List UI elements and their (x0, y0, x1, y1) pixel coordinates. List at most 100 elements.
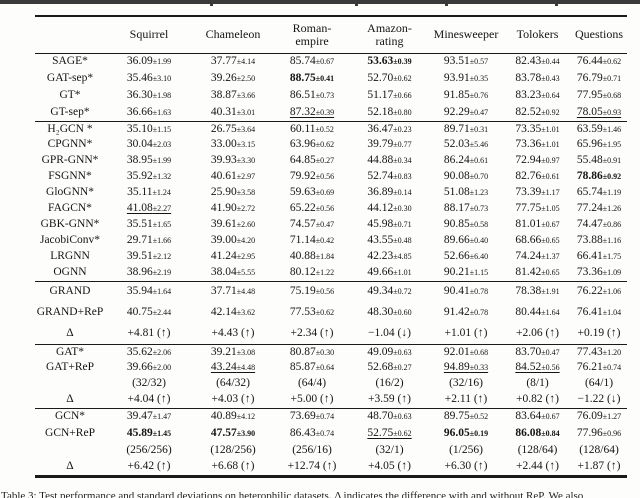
result-stddev: ±1.65 (152, 220, 172, 230)
result-stddev: ±3.01 (236, 107, 256, 117)
result-value: 36.47 (367, 122, 394, 135)
result-value: 39.61 (210, 218, 237, 231)
result-stddev: ±0.67 (315, 57, 335, 66)
result-cell: 35.51±1.65 (105, 217, 193, 233)
result-cell: 83.64±0.67 (504, 408, 571, 425)
result-cell: 52.66±6.40 (428, 249, 504, 265)
result-cell: 38.96±2.19 (105, 265, 193, 281)
model-label: GRAND (49, 285, 91, 297)
model-label: GAT* (55, 345, 85, 358)
result-cell: 76.41±1.04 (571, 302, 627, 323)
result-value: 60.11 (290, 122, 316, 135)
table-row: GAT* 35.62±2.06 39.21±3.08 80.87±0.30 49.09±… (35, 344, 627, 360)
model-label: GloGNN* (46, 186, 94, 199)
result-cell: 25.90±3.58 (193, 185, 273, 201)
result-cell: 38.95±1.99 (105, 153, 193, 169)
result-value: 41.24 (210, 250, 237, 263)
result-value: 96.05 (443, 426, 470, 439)
delta-cell: +2.34 (↑) (290, 326, 334, 339)
result-stddev: ±0.74 (315, 428, 335, 438)
result-value: 66.41 (576, 250, 603, 263)
result-stddev: ±3.90 (236, 428, 256, 438)
result-cell: 88.17±0.73 (428, 201, 504, 217)
result-cell: 92.01±0.68 (428, 344, 504, 360)
model-label: CPGNN* (47, 138, 93, 151)
column-header-questions: Questions (575, 27, 623, 42)
result-stddev: ±1.99 (152, 156, 172, 166)
result-value: 92.01 (443, 345, 470, 358)
table-row: JacobiConv* 29.71±1.66 39.00±4.20 71.14±0.4… (35, 233, 627, 249)
result-value: 39.26 (210, 71, 237, 84)
result-stddev: ±4.85 (393, 252, 412, 262)
result-stddev: ±0.96 (602, 428, 622, 438)
result-value: 39.51 (126, 250, 153, 263)
result-cell: 65.22±0.56 (273, 201, 351, 217)
result-cell: 59.63±0.69 (273, 185, 351, 201)
table-row: GloGNN* 35.11±1.24 25.90±3.58 59.63±0.69 36.… (35, 185, 627, 201)
result-stddev: ±0.80 (393, 107, 412, 117)
result-value: 49.34 (367, 285, 394, 297)
result-stddev: ±4.14 (236, 57, 256, 66)
ratio-cell: (256/256) (126, 443, 172, 456)
result-cell: 52.03±5.46 (428, 137, 504, 153)
result-value: 51.17 (367, 88, 394, 101)
result-value: 29.71 (126, 234, 153, 247)
result-cell: 49.66±1.01 (351, 265, 428, 281)
result-cell: 83.78±0.43 (504, 70, 571, 87)
result-value: 72.94 (515, 154, 542, 167)
result-value: 71.14 (289, 234, 316, 247)
ratio-cell: (32/1) (375, 443, 404, 456)
result-stddev: ±0.67 (541, 220, 560, 230)
table-block: SAGE* 36.09±1.99 37.77±4.14 85.74±0.67 53.63… (35, 53, 627, 121)
header-row: Squirrel Chameleon Roman- empire Amazon- ra… (35, 16, 627, 53)
model-label: GBK-GNN* (40, 218, 100, 231)
result-stddev: ±0.78 (469, 307, 489, 317)
result-value: 76.22 (576, 285, 603, 297)
table-row: GT-sep* 36.66±1.63 40.31±3.01 87.32±0.39 52.… (35, 104, 627, 121)
result-value: 36.89 (367, 186, 394, 199)
result-stddev: ±1.84 (315, 252, 335, 262)
delta-cell: +5.00 (↑) (290, 393, 334, 405)
result-stddev: ±3.58 (236, 188, 256, 198)
result-value: 39.21 (210, 345, 237, 358)
result-value: 33.00 (210, 138, 237, 151)
table-row: Δ +6.42 (↑) +6.68 (↑) +12.74 (↑) +4.05 (↑) +6… (35, 459, 627, 476)
result-value: 90.41 (443, 285, 470, 297)
result-stddev: ±0.30 (315, 347, 335, 357)
result-value: 39.47 (126, 410, 153, 422)
result-stddev: ±2.27 (152, 204, 172, 214)
result-value: 38.04 (210, 266, 237, 278)
result-cell: 52.74±0.83 (351, 169, 428, 185)
result-value: 93.91 (443, 71, 470, 84)
result-value: 44.12 (367, 202, 394, 215)
result-stddev: ±1.32 (152, 172, 172, 182)
result-stddev: ±0.56 (315, 172, 335, 182)
result-value: 45.98 (367, 218, 394, 231)
result-stddev: ±1.24 (152, 188, 171, 198)
result-cell: 73.88±1.16 (571, 233, 627, 249)
ratio-cell: (1/256) (449, 443, 483, 456)
model-label: GCN+ReP (45, 426, 95, 439)
result-cell: 90.41±0.78 (428, 281, 504, 302)
result-value: 93.51 (443, 55, 470, 67)
result-value: 41.90 (210, 202, 237, 215)
result-stddev: ±0.63 (393, 347, 412, 357)
result-stddev: ±1.64 (541, 307, 560, 317)
result-value: 73.35 (515, 122, 542, 135)
table-row: GBK-GNN* 35.51±1.65 39.61±2.60 74.57±0.47 45… (35, 217, 627, 233)
result-stddev: ±1.27 (602, 412, 622, 421)
result-value: 36.30 (126, 88, 153, 101)
result-stddev: ±0.65 (541, 268, 560, 277)
model-label: GT* (59, 88, 81, 101)
table-row: GT* 36.30±1.98 38.87±3.66 86.51±0.73 51.17±0… (35, 87, 627, 104)
result-cell: 33.00±3.15 (193, 137, 273, 153)
result-cell: 86.51±0.73 (273, 87, 351, 104)
result-cell: 90.85±0.58 (428, 217, 504, 233)
result-cell: 89.71±0.31 (428, 121, 504, 137)
result-cell: 48.30±0.60 (351, 302, 428, 323)
table-row: H₂GCN * 35.10±1.15 26.75±3.64 60.11±0.52 36.… (35, 121, 627, 137)
descender-mark (355, 4, 358, 6)
result-value: 40.88 (289, 250, 316, 263)
result-value: 89.66 (443, 234, 470, 247)
result-value: 38.96 (126, 266, 153, 278)
